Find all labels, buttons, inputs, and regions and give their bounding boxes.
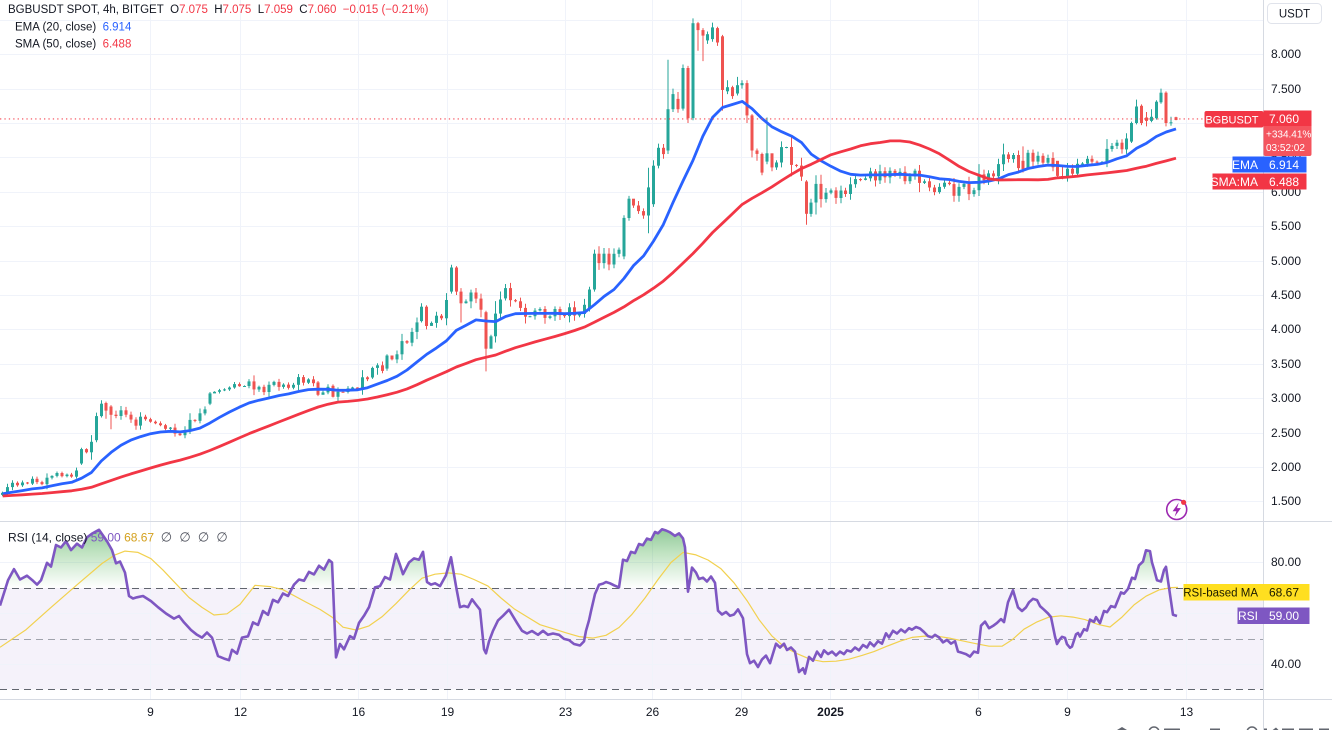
svg-text:40.00: 40.00 [1271, 657, 1301, 671]
svg-text:19: 19 [441, 705, 455, 719]
svg-text:5.500: 5.500 [1271, 219, 1301, 233]
svg-text:7.500: 7.500 [1271, 82, 1301, 96]
svg-text:68.67: 68.67 [1269, 586, 1299, 600]
svg-text:03:52:02: 03:52:02 [1266, 143, 1305, 154]
svg-text:BGBUSDT SPOT, 4h, BITGET O7.0: BGBUSDT SPOT, 4h, BITGET O7.075 H7.075 L… [8, 4, 429, 16]
svg-text:RSI (14, close) 59.00 68.67 ∅: RSI (14, close) 59.00 68.67 ∅ ∅ ∅ ∅ [8, 530, 228, 545]
svg-text:23: 23 [559, 705, 573, 719]
svg-text:EMA (20, close) 6.914: EMA (20, close) 6.914 [15, 22, 132, 34]
svg-text:SMA:MA: SMA:MA [1211, 175, 1258, 189]
svg-text:8.000: 8.000 [1271, 47, 1301, 61]
svg-text:80.00: 80.00 [1271, 555, 1301, 569]
svg-text:9: 9 [147, 705, 154, 719]
svg-text:16: 16 [352, 705, 366, 719]
svg-text:SMA (50, close) 6.488: SMA (50, close) 6.488 [15, 39, 131, 51]
svg-text:5.000: 5.000 [1271, 254, 1301, 268]
svg-text:USDT: USDT [1279, 9, 1310, 21]
svg-text:4.000: 4.000 [1271, 322, 1301, 336]
svg-text:3.500: 3.500 [1271, 357, 1301, 371]
svg-text:3.000: 3.000 [1271, 391, 1301, 405]
svg-text:6.914: 6.914 [1269, 158, 1299, 172]
svg-text:1.500: 1.500 [1271, 494, 1301, 508]
svg-text:12: 12 [234, 705, 248, 719]
svg-text:6: 6 [975, 705, 982, 719]
svg-text:9: 9 [1064, 705, 1071, 719]
svg-text:7.060: 7.060 [1269, 112, 1299, 126]
svg-text:BGBUSDT: BGBUSDT [1205, 115, 1258, 127]
svg-text:RSI: RSI [1238, 609, 1258, 623]
svg-text:+334.41%: +334.41% [1266, 130, 1311, 141]
svg-text:26: 26 [646, 705, 660, 719]
svg-text:2025: 2025 [817, 705, 844, 719]
svg-text:2.500: 2.500 [1271, 426, 1301, 440]
svg-text:59.00: 59.00 [1269, 609, 1299, 623]
svg-text:29: 29 [735, 705, 749, 719]
svg-text:2.000: 2.000 [1271, 460, 1301, 474]
svg-text:6.488: 6.488 [1269, 175, 1299, 189]
svg-text:13: 13 [1180, 705, 1194, 719]
svg-text:RSI-based MA: RSI-based MA [1183, 588, 1258, 600]
svg-text:4.500: 4.500 [1271, 288, 1301, 302]
svg-text:EMA: EMA [1232, 158, 1258, 172]
